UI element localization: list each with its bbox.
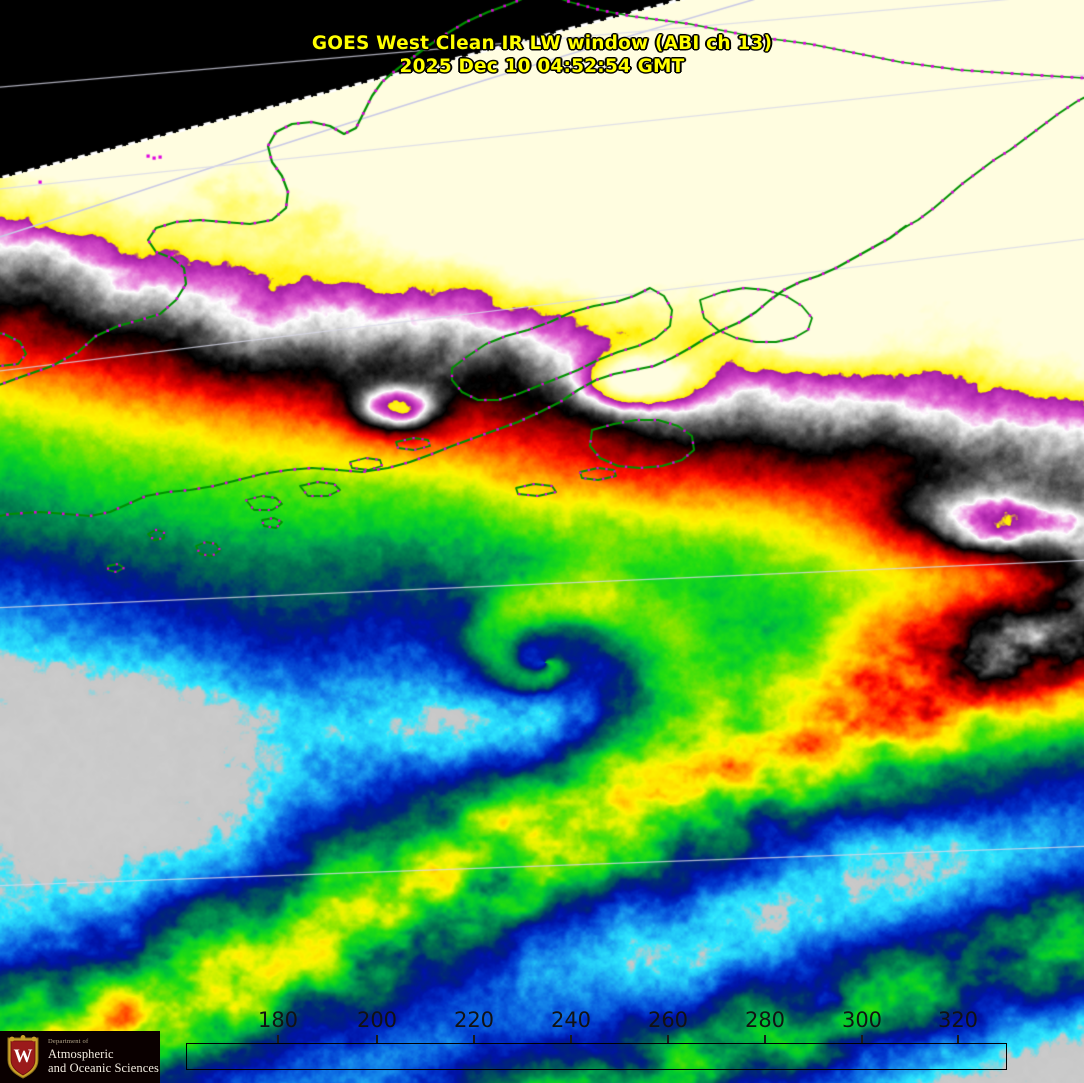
colorbar-tickmark-240 [570,1035,572,1044]
colorbar-tick-240: 240 [550,1008,592,1032]
temperature-colorbar [186,1043,1007,1070]
colorbar-tick-labels: 180 200 220 240 260 280 300 320 [0,1005,1084,1037]
colorbar-tickmark-260 [667,1035,669,1044]
colorbar-tickmark-300 [861,1035,863,1044]
colorbar-tick-260: 260 [647,1008,689,1032]
colorbar-axis: 180 200 220 240 260 280 300 320 [0,1005,1084,1083]
colorbar-tick-marks [0,1035,1084,1044]
colorbar-tick-320: 320 [937,1008,979,1032]
colorbar-tickmark-180 [277,1035,279,1044]
colorbar-tick-200: 200 [356,1008,398,1032]
colorbar-tickmark-200 [376,1035,378,1044]
colorbar-tick-280: 280 [744,1008,786,1032]
colorbar-tick-180: 180 [257,1008,299,1032]
uw-aos-logo: W Department of Atmospheric and Oceanic … [0,1031,160,1083]
logo-department-line: Department of [48,1038,89,1046]
logo-name-line-1: Atmospheric [48,1046,114,1061]
colorbar-tick-300: 300 [841,1008,883,1032]
logo-text: Department of Atmospheric and Oceanic Sc… [48,1039,159,1075]
colorbar-tickmark-220 [473,1035,475,1044]
colorbar-tickmark-320 [957,1035,959,1044]
svg-text:W: W [14,1046,33,1067]
colorbar-tick-220: 220 [453,1008,495,1032]
colorbar-tickmark-280 [764,1035,766,1044]
logo-name-line-2: and Oceanic Sciences [48,1060,159,1075]
uw-crest-icon: W [3,1034,43,1080]
